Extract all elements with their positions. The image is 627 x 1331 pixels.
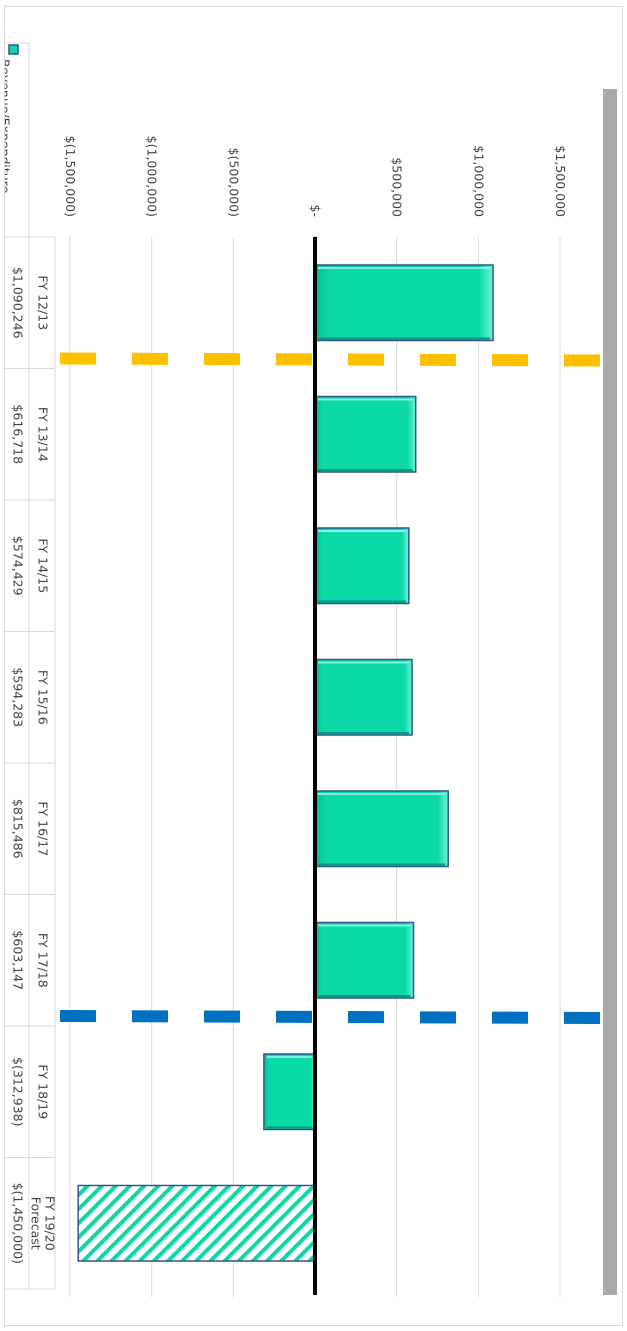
category-label: FY 18/19 — [36, 1064, 51, 1119]
legend-label: Revenue/Expenditure — [5, 59, 12, 194]
y-tick-label: $(1,000,000) — [145, 136, 160, 217]
category-label: FY 17/18 — [36, 933, 51, 988]
category-label: FY 16/17 — [36, 801, 51, 856]
bar — [314, 790, 449, 868]
data-table-value: $(312,938) — [11, 1057, 26, 1126]
data-table-value: $1,090,246 — [11, 267, 26, 339]
legend-swatch — [8, 44, 19, 55]
category-label: Forecast — [29, 1197, 44, 1250]
bar — [314, 395, 417, 473]
category-label: FY 12/13 — [36, 275, 51, 330]
bar — [314, 264, 494, 342]
reference-dashed-line — [59, 352, 604, 367]
data-table-value: $616,718 — [11, 404, 26, 464]
y-tick-label: $1,500,000 — [553, 145, 568, 217]
y-tick-label: $500,000 — [390, 157, 405, 217]
bar — [314, 658, 413, 736]
data-table-value: $594,283 — [11, 667, 26, 727]
bar-forecast — [77, 1184, 316, 1262]
y-tick-label: $(1,500,000) — [63, 136, 78, 217]
data-table-value: $603,147 — [11, 930, 26, 990]
data-table-value: $815,486 — [11, 799, 26, 859]
category-label: FY 13/14 — [36, 407, 51, 462]
scrollbar[interactable] — [603, 89, 617, 1295]
chart-frame: $1,090,246 $616,718 $574,429 $594,283 $815,4… — [0, 6, 623, 1326]
bar — [263, 1053, 316, 1131]
category-label: FY 19/20 — [43, 1196, 58, 1251]
bar — [314, 527, 410, 605]
reference-dashed-line — [59, 1010, 604, 1024]
y-tick-label: $- — [308, 205, 323, 217]
data-table-value: $574,429 — [11, 536, 26, 596]
category-label: FY 15/16 — [36, 670, 51, 725]
y-tick-label: $(500,000) — [226, 148, 241, 217]
bar — [314, 921, 415, 999]
revenue-expenditure-chart: $1,090,246 $616,718 $574,429 $594,283 $815,4… — [0, 42, 617, 1297]
y-tick-label: $1,000,000 — [471, 145, 486, 217]
category-label: FY 14/15 — [36, 538, 51, 593]
data-table-value: $(1,450,000) — [11, 1183, 26, 1264]
